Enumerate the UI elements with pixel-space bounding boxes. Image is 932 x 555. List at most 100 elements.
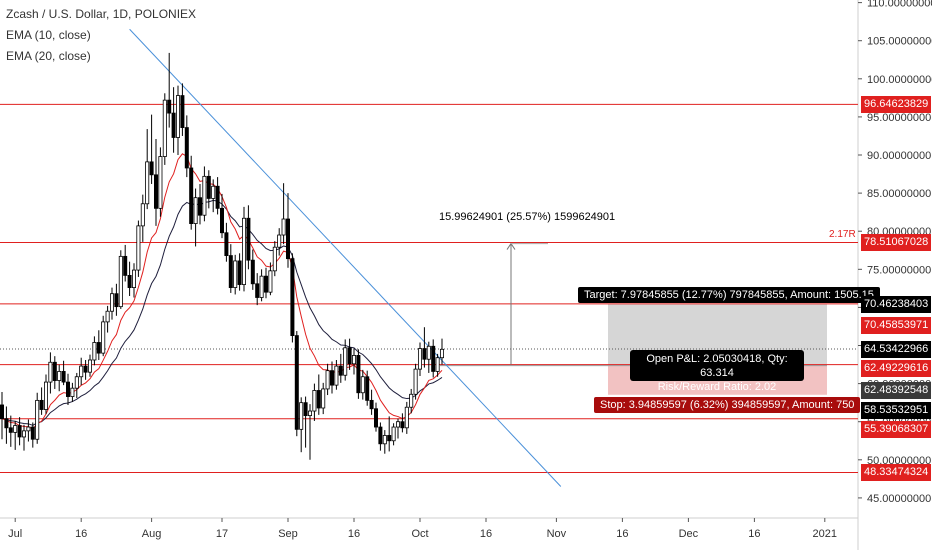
candle-body[interactable]: [8, 427, 13, 433]
candle-body[interactable]: [246, 217, 251, 261]
candle-body[interactable]: [44, 381, 49, 410]
candle-body[interactable]: [175, 95, 180, 138]
candle-body[interactable]: [219, 207, 224, 234]
candle-body[interactable]: [224, 232, 229, 256]
candle-body[interactable]: [70, 387, 75, 397]
ema20-legend[interactable]: EMA (20, close): [6, 49, 91, 63]
candle-body[interactable]: [373, 408, 378, 428]
candle-body[interactable]: [356, 355, 361, 394]
candle-body[interactable]: [338, 365, 343, 376]
candle-body[interactable]: [127, 275, 132, 288]
candle-body[interactable]: [88, 359, 93, 373]
candle-body[interactable]: [228, 255, 233, 288]
candle-body[interactable]: [215, 185, 220, 209]
candle-body[interactable]: [237, 260, 242, 285]
candle-body[interactable]: [193, 197, 198, 224]
candle-body[interactable]: [255, 283, 260, 298]
candle-body[interactable]: [114, 293, 119, 308]
candle-body[interactable]: [285, 218, 290, 260]
candle-body[interactable]: [153, 174, 158, 209]
candle-body[interactable]: [171, 112, 176, 138]
candle-body[interactable]: [431, 345, 436, 372]
candle-body[interactable]: [259, 275, 264, 298]
candle-body[interactable]: [189, 167, 194, 224]
candle-body[interactable]: [334, 365, 339, 386]
candle-body[interactable]: [299, 402, 304, 430]
candle-body[interactable]: [312, 390, 317, 412]
candle-body[interactable]: [197, 197, 202, 216]
candle-body[interactable]: [202, 175, 207, 216]
candle-body[interactable]: [74, 376, 79, 389]
candle-body[interactable]: [110, 293, 115, 312]
stop-label[interactable]: Stop: 3.94859597 (6.32%) 394859597, Amou…: [594, 397, 861, 413]
candle-body[interactable]: [272, 246, 277, 272]
candle-body[interactable]: [329, 370, 334, 386]
candle-body[interactable]: [0, 404, 4, 420]
candle-body[interactable]: [241, 217, 246, 285]
candle-body[interactable]: [268, 270, 273, 293]
candle-body[interactable]: [57, 371, 62, 381]
candle-body[interactable]: [184, 127, 189, 169]
candle-body[interactable]: [382, 435, 387, 445]
symbol-title[interactable]: Zcash / U.S. Dollar, 1D, POLONIEX: [6, 7, 197, 21]
candle-body[interactable]: [30, 426, 35, 440]
candle-body[interactable]: [105, 310, 110, 323]
candle-body[interactable]: [101, 321, 106, 354]
candle-body[interactable]: [211, 185, 216, 199]
candle-body[interactable]: [400, 421, 405, 429]
candle-body[interactable]: [21, 430, 26, 438]
candle-body[interactable]: [281, 218, 286, 236]
candle-body[interactable]: [17, 425, 22, 438]
candle-body[interactable]: [26, 426, 31, 432]
ema10-legend[interactable]: EMA (10, close): [6, 28, 91, 42]
candle-body[interactable]: [96, 342, 101, 354]
candle-body[interactable]: [365, 376, 370, 401]
candle-body[interactable]: [391, 426, 396, 442]
candle-body[interactable]: [131, 269, 136, 288]
candle-body[interactable]: [61, 371, 66, 383]
candle-body[interactable]: [250, 259, 255, 285]
candle-body[interactable]: [387, 435, 392, 442]
candle-body[interactable]: [52, 361, 57, 381]
candle-body[interactable]: [206, 175, 211, 199]
open-pnl-box[interactable]: Open P&L: 2.05030418, Qty: 63.314 Risk/R…: [630, 350, 804, 393]
candle-body[interactable]: [123, 255, 128, 276]
candle-body[interactable]: [158, 156, 163, 209]
target-label[interactable]: Target: 7.97845855 (12.77%) 797845855, A…: [578, 287, 880, 303]
candle-body[interactable]: [439, 348, 444, 359]
candle-body[interactable]: [343, 347, 348, 376]
candle-body[interactable]: [422, 348, 427, 360]
candle-body[interactable]: [321, 388, 326, 409]
candle-body[interactable]: [83, 365, 88, 373]
candle-body[interactable]: [307, 410, 312, 417]
candle-body[interactable]: [378, 426, 383, 445]
candle-body[interactable]: [360, 376, 365, 394]
candle-body[interactable]: [180, 95, 185, 128]
candle-body[interactable]: [316, 390, 321, 409]
candle-body[interactable]: [435, 357, 440, 372]
candle-body[interactable]: [263, 275, 268, 293]
candle-body[interactable]: [347, 347, 352, 365]
candle-body[interactable]: [35, 399, 40, 440]
candle-body[interactable]: [413, 368, 418, 395]
candle-body[interactable]: [351, 355, 356, 365]
candle-body[interactable]: [48, 361, 53, 383]
candle-body[interactable]: [417, 348, 422, 370]
candle-body[interactable]: [369, 399, 374, 410]
candle-body[interactable]: [149, 161, 154, 176]
candle-body[interactable]: [162, 99, 167, 157]
candle-body[interactable]: [39, 399, 44, 410]
candle-body[interactable]: [136, 225, 141, 271]
candle-body[interactable]: [409, 393, 414, 408]
candle-body[interactable]: [395, 421, 400, 428]
candle-body[interactable]: [145, 161, 150, 205]
candle-body[interactable]: [404, 406, 409, 429]
candle-body[interactable]: [4, 418, 9, 429]
candle-body[interactable]: [118, 255, 123, 308]
candle-body[interactable]: [303, 402, 308, 417]
candle-body[interactable]: [79, 365, 84, 378]
candle-body[interactable]: [167, 99, 172, 114]
candle-body[interactable]: [290, 258, 295, 337]
